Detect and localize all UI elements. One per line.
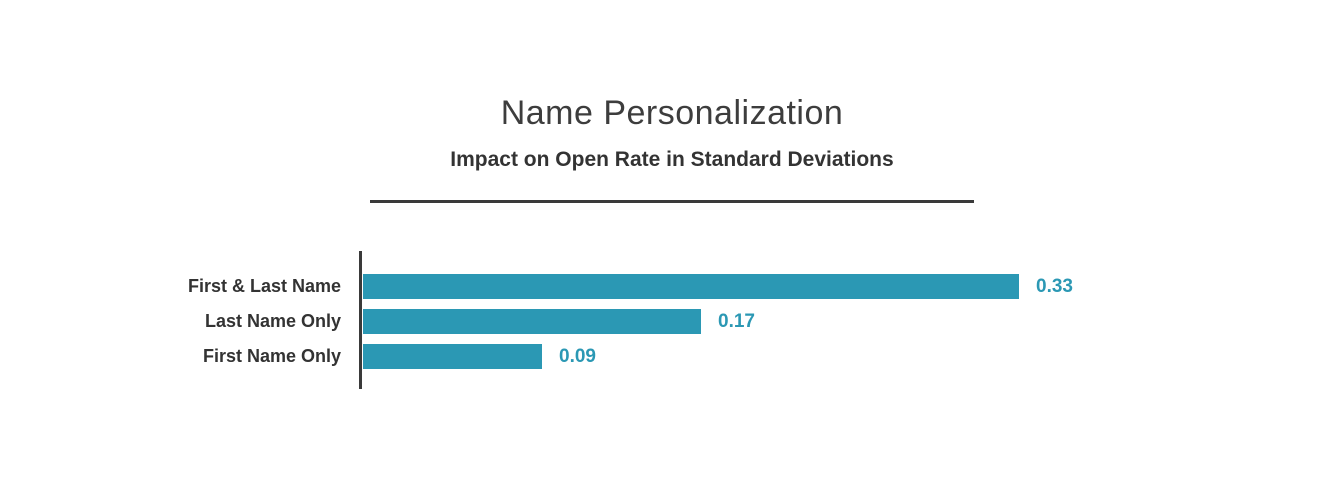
bar [363, 274, 1019, 299]
bar [363, 309, 701, 334]
bar-row: Last Name Only 0.17 [0, 309, 1344, 334]
title-divider [370, 200, 974, 203]
category-label: First Name Only [202, 346, 341, 366]
chart-title: Name Personalization [500, 94, 844, 132]
chart-subtitle: Impact on Open Rate in Standard Deviatio… [450, 148, 894, 171]
bar-chart: First & Last Name 0.33 Last Name Only 0.17 F… [0, 251, 1344, 391]
bar-row: First & Last Name 0.33 [0, 274, 1344, 299]
value-label: 0.09 [559, 345, 596, 367]
value-label: 0.33 [1036, 275, 1073, 297]
value-label: 0.17 [718, 310, 755, 332]
y-axis-line [359, 251, 362, 389]
bar-rows: First & Last Name 0.33 Last Name Only 0.17 F… [0, 274, 1344, 379]
category-label: Last Name Only [204, 311, 341, 331]
bar [363, 344, 542, 369]
bar-row: First Name Only 0.09 [0, 344, 1344, 369]
category-label: First & Last Name [187, 276, 341, 296]
